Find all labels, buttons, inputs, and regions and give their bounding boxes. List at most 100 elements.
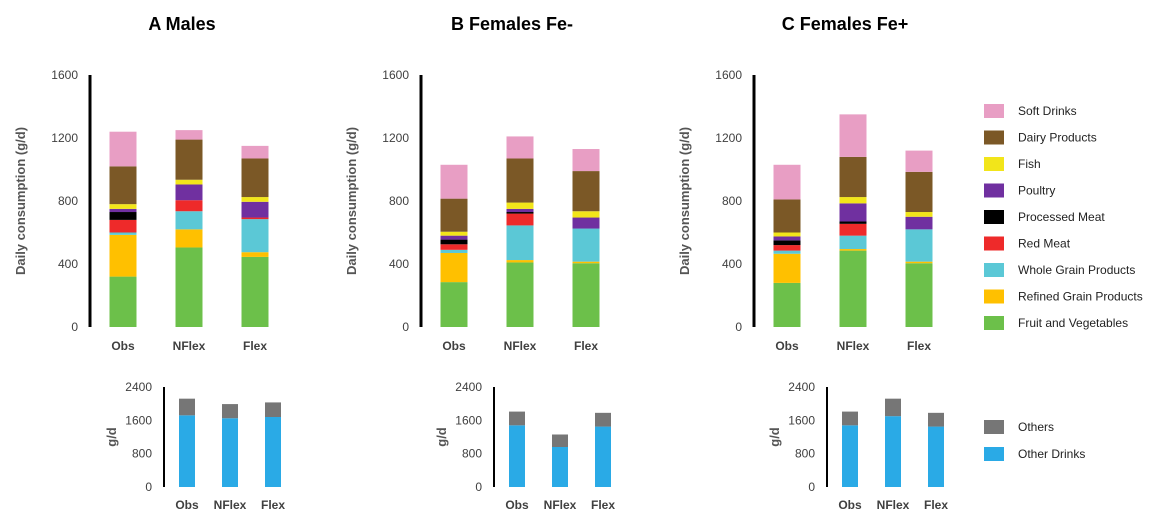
bar-segment-other-drinks-obs [179,415,195,487]
y-tick-label: 1600 [51,68,78,82]
bar-segment-poultry-obs [773,236,801,241]
x-tick-label: Obs [175,498,199,512]
bar-segment-fruit-and-vegetables-obs [109,276,137,327]
bar-segment-fish-obs [109,204,137,209]
y-tick-label: 1600 [125,413,152,427]
bar-segment-whole-grain-products-obs [109,232,137,235]
bar-segment-others-flex [928,412,944,427]
legend-item-fish: Fish [984,157,1041,171]
bar-segment-fruit-and-vegetables-nflex [175,247,203,327]
y-tick-label: 800 [389,194,409,208]
y-tick-label: 1600 [715,68,742,82]
bar-segment-fruit-and-vegetables-flex [905,263,933,327]
bar-segment-fish-nflex [839,197,867,204]
bar-segment-processed-meat-nflex [839,221,867,224]
legend-label: Whole Grain Products [1018,263,1135,277]
x-tick-label: Obs [442,339,466,353]
x-tick-label: Flex [243,339,267,353]
bar-segment-poultry-obs [109,208,137,213]
legend-label: Fish [1018,157,1041,171]
bar-segment-whole-grain-products-obs [440,249,468,253]
y-tick-label: 0 [402,320,409,334]
y-tick-label: 0 [145,480,152,494]
bar-segment-other-drinks-flex [265,417,281,487]
legend-drinks: Others Other Drinks [984,420,1085,461]
bar-segment-soft-drinks-flex [905,150,933,172]
bar-segment-dairy-products-obs [440,198,468,232]
legend-label: Processed Meat [1018,210,1105,224]
legend-swatch [984,420,1004,434]
bar-segment-soft-drinks-flex [241,145,269,159]
bar-segment-dairy-products-flex [241,158,269,198]
bar-segment-other-drinks-flex [595,426,611,487]
bar-segment-dairy-products-flex [572,171,600,212]
chart-lower-2: g/d 0 800 1600 2400 Obs NFlex Flex [434,380,615,512]
chart-upper-1: A Males Daily consumption (g/d) 0 400 800 120… [13,14,269,353]
chart-title: C Females Fe+ [782,14,909,34]
bar-segment-red-meat-nflex [839,223,867,236]
x-tick-label: Flex [574,339,598,353]
y-tick-label: 800 [58,194,78,208]
bar-segment-whole-grain-products-flex [905,229,933,262]
bar-segment-poultry-flex [241,201,269,218]
legend-item-whole-grain-products: Whole Grain Products [984,263,1135,277]
bar-segment-red-meat-flex [241,217,269,220]
x-tick-label: NFlex [877,498,910,512]
bar-segment-poultry-nflex [506,208,534,213]
bar-segment-fruit-and-vegetables-nflex [839,250,867,327]
bar-segment-red-meat-obs [109,219,137,233]
bar-segment-others-nflex [885,398,901,417]
bar-segment-soft-drinks-flex [572,149,600,172]
bar-segment-fish-flex [572,211,600,218]
legend-label: Dairy Products [1018,131,1097,145]
legend-label: Soft Drinks [1018,104,1077,118]
legend-swatch [984,210,1004,224]
bar-segment-soft-drinks-nflex [839,114,867,157]
bar-segment-refined-grain-products-nflex [506,260,534,263]
bar-segment-whole-grain-products-flex [572,228,600,262]
chart-upper-3: C Females Fe+ Daily consumption (g/d) 0 400… [677,14,933,353]
bar-segment-fish-flex [241,197,269,202]
bar-segment-other-drinks-nflex [885,416,901,487]
x-tick-label: NFlex [837,339,870,353]
bar-segment-soft-drinks-obs [109,131,137,167]
y-tick-label: 800 [795,447,815,461]
x-tick-label: NFlex [544,498,577,512]
x-tick-label: Flex [261,498,285,512]
upper-panels: A Males Daily consumption (g/d) 0 400 800 120… [13,14,933,353]
y-axis-label: g/d [434,427,449,447]
bar-segment-poultry-nflex [175,184,203,201]
legend-swatch [984,316,1004,330]
chart-title: B Females Fe- [451,14,573,34]
legend-swatch [984,289,1004,304]
x-tick-label: NFlex [173,339,206,353]
bar-segment-other-drinks-obs [842,425,858,487]
bar-segment-whole-grain-products-flex [241,219,269,253]
bar-segment-poultry-obs [440,235,468,240]
legend-item-others: Others [984,420,1054,434]
bar-segment-processed-meat-obs [773,240,801,246]
legend-swatch [984,104,1004,118]
legend-item-fruit-and-vegetables: Fruit and Vegetables [984,316,1128,330]
y-axis-label: Daily consumption (g/d) [13,127,28,275]
y-axis-label: Daily consumption (g/d) [344,127,359,275]
bar-segment-fish-nflex [506,202,534,209]
x-tick-label: Obs [505,498,529,512]
bar-segment-dairy-products-nflex [839,156,867,198]
chart-lower-3: g/d 0 800 1600 2400 Obs NFlex Flex [767,380,948,512]
y-tick-label: 800 [132,447,152,461]
bar-segment-others-obs [842,411,858,426]
chart-upper-2: B Females Fe- Daily consumption (g/d) 0 400… [344,14,600,353]
x-tick-label: Obs [111,339,135,353]
chart-title: A Males [148,14,215,34]
bar-segment-processed-meat-obs [109,212,137,220]
bar-segment-poultry-flex [572,217,600,229]
legend-swatch [984,447,1004,461]
bar-segment-refined-grain-products-nflex [839,249,867,251]
bar-segment-fruit-and-vegetables-flex [241,256,269,327]
bar-segment-others-obs [179,398,195,416]
bar-segment-others-nflex [222,404,238,419]
y-tick-label: 400 [722,257,742,271]
bar-segment-red-meat-nflex [506,213,534,226]
